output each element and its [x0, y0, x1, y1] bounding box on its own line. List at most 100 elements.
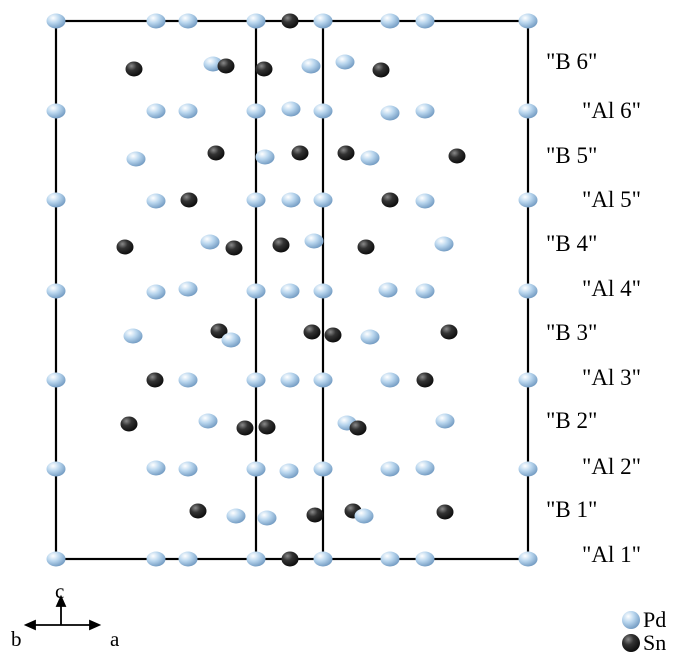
- sn-atom: [281, 13, 299, 29]
- pd-atom: [46, 283, 66, 299]
- sn-atom: [372, 62, 390, 78]
- pd-atom: [518, 551, 538, 567]
- sn-atom: [236, 420, 254, 436]
- pd-atom: [281, 192, 301, 208]
- a-axis-arrowhead: [89, 619, 102, 631]
- pd-atom: [518, 283, 538, 299]
- sn-atom: [189, 503, 207, 519]
- pd-atom: [434, 236, 454, 252]
- layer-label-al3: "Al 3": [582, 365, 641, 390]
- layer-label-b2: "B 2": [546, 408, 597, 433]
- sn-atom: [349, 420, 367, 436]
- pd-atom: [380, 461, 400, 477]
- pd-atom: [246, 103, 266, 119]
- pd-atom: [146, 193, 166, 209]
- pd-atom: [146, 103, 166, 119]
- pd-atom: [146, 551, 166, 567]
- pd-atom: [146, 460, 166, 476]
- pd-atom: [435, 413, 455, 429]
- pd-atom: [200, 234, 220, 250]
- pd-atom: [280, 372, 300, 388]
- pd-atom: [123, 328, 143, 344]
- pd-atom: [246, 283, 266, 299]
- sn-atom: [440, 324, 458, 340]
- pd-atom: [226, 508, 246, 524]
- pd-atom: [354, 508, 374, 524]
- pd-atom: [518, 13, 538, 29]
- pd-atom: [146, 13, 166, 29]
- pd-atom: [313, 13, 333, 29]
- sn-atom: [416, 372, 434, 388]
- pd-atom: [313, 461, 333, 477]
- layer-label-b3: "B 3": [546, 320, 597, 345]
- sn-atom: [180, 192, 198, 208]
- sn-atom: [436, 504, 454, 520]
- sn-atom: [125, 61, 143, 77]
- pd-atom: [301, 58, 321, 74]
- pd-atom: [380, 551, 400, 567]
- pd-atom: [360, 329, 380, 345]
- sn-atom: [207, 145, 225, 161]
- pd-atom: [246, 461, 266, 477]
- pd-atom: [313, 283, 333, 299]
- layer-label-b1: "B 1": [546, 497, 597, 522]
- pd-atom: [518, 192, 538, 208]
- sn-atom: [217, 58, 235, 74]
- sn-atom: [210, 323, 228, 339]
- pd-atom: [380, 13, 400, 29]
- legend-pd-swatch: [622, 611, 640, 629]
- sn-atom: [324, 327, 342, 343]
- layer-label-b4: "B 4": [546, 231, 597, 256]
- sn-atom: [225, 240, 243, 256]
- layer-label-al6: "Al 6": [582, 98, 641, 123]
- pd-atom: [178, 13, 198, 29]
- pd-atom: [178, 281, 198, 297]
- legend-pd-label: Pd: [643, 607, 666, 632]
- layer-label-al5: "Al 5": [582, 187, 641, 212]
- pd-atom: [178, 372, 198, 388]
- pd-atom: [380, 372, 400, 388]
- pd-atom: [46, 13, 66, 29]
- layer-label-b5: "B 5": [546, 143, 597, 168]
- pd-atom: [415, 13, 435, 29]
- sn-atom: [146, 372, 164, 388]
- pd-atom: [518, 103, 538, 119]
- pd-atom: [313, 551, 333, 567]
- sn-atom: [448, 148, 466, 164]
- pd-atom: [126, 151, 146, 167]
- sn-atom: [258, 419, 276, 435]
- sn-atom: [306, 507, 324, 523]
- layer-label-al1: "Al 1": [582, 542, 641, 567]
- pd-atom: [279, 463, 299, 479]
- pd-atom: [415, 193, 435, 209]
- pd-atom: [46, 551, 66, 567]
- legend-sn-swatch: [622, 634, 640, 652]
- pd-atom: [313, 192, 333, 208]
- pd-atom: [518, 372, 538, 388]
- pd-atom: [518, 461, 538, 477]
- pd-atom: [313, 372, 333, 388]
- pd-atom: [46, 372, 66, 388]
- pd-atom: [46, 103, 66, 119]
- pd-atom: [255, 149, 275, 165]
- legend-sn-label: Sn: [643, 630, 666, 655]
- sn-atom: [116, 239, 134, 255]
- pd-atom: [280, 283, 300, 299]
- b-axis-arrowhead: [23, 619, 36, 631]
- pd-atom: [146, 284, 166, 300]
- pd-atom: [221, 332, 241, 348]
- pd-atom: [246, 13, 266, 29]
- pd-atom: [178, 461, 198, 477]
- pd-atom: [178, 551, 198, 567]
- pd-atom: [257, 510, 277, 526]
- a-axis-label: a: [110, 627, 120, 651]
- sn-atom: [337, 145, 355, 161]
- pd-atom: [198, 413, 218, 429]
- pd-atom: [178, 103, 198, 119]
- pd-atom: [246, 551, 266, 567]
- b-axis-label: b: [11, 627, 22, 651]
- pd-atom: [415, 103, 435, 119]
- axes-indicator: [23, 594, 102, 631]
- sn-atom: [281, 551, 299, 567]
